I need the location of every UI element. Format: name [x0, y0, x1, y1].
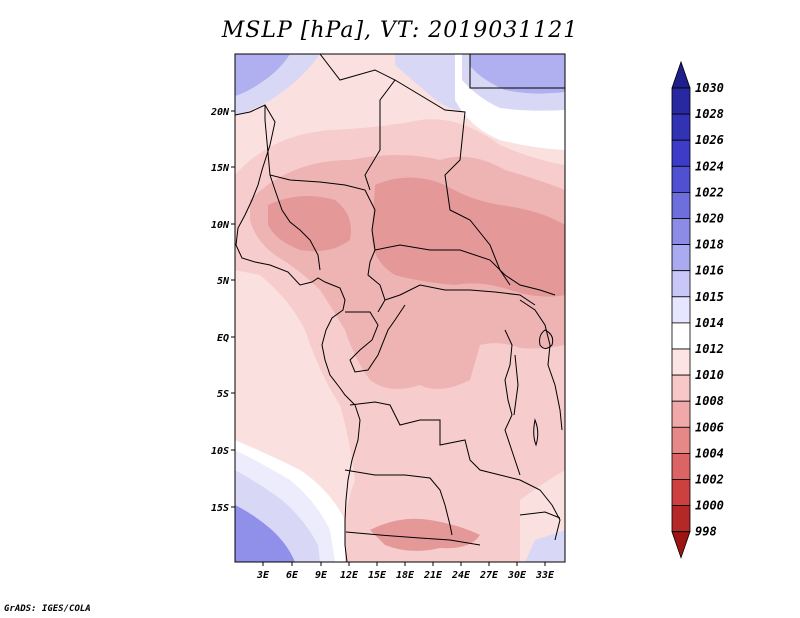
colorbar-level-label: 1000: [695, 499, 724, 513]
pressure-field: [235, 54, 565, 562]
colorbar-level-label: 1012: [695, 342, 724, 356]
colorbar-level-label: 1026: [695, 133, 724, 147]
colorbar-level-label: 1010: [695, 368, 724, 382]
border-namibia: [345, 531, 481, 546]
field-high-nw-inner: [235, 54, 290, 96]
border-benin: [269, 174, 321, 271]
colorbar-level-label: 1020: [695, 212, 724, 226]
borders-coastlines: [235, 54, 565, 562]
coastline-west: [235, 104, 361, 562]
colorbar-level-label: 1030: [695, 81, 724, 95]
colorbar-level-label: 1004: [695, 446, 724, 460]
lon-tick-label: 15E: [368, 570, 387, 581]
colorbar-swatch: [671, 87, 691, 115]
colorbar-level-label: 1014: [695, 316, 724, 330]
colorbar-level-label: 1016: [695, 264, 724, 278]
border-cameroon: [367, 209, 386, 313]
lat-tick-label: 10N: [211, 220, 230, 231]
border-congo: [345, 304, 406, 373]
field-high-n-outer: [395, 54, 470, 112]
lon-tick-label: 30E: [507, 570, 527, 581]
border-south-east: [499, 474, 561, 541]
lat-tick-label: 5S: [217, 389, 229, 400]
border-sahel: [264, 105, 376, 211]
colorbar-level-label: 1008: [695, 394, 724, 408]
lat-tick-label: 5N: [217, 276, 230, 287]
colorbar-swatch: [671, 139, 691, 167]
colorbar-top-arrow: [671, 60, 691, 89]
field-high-ne-inner: [470, 54, 565, 94]
colorbar-level-label: 1006: [695, 420, 724, 434]
colorbar-swatch: [671, 479, 691, 507]
border-great-lakes: [504, 329, 521, 476]
border-north-2: [394, 79, 511, 286]
border-car: [374, 244, 556, 296]
border-north-1: [319, 54, 396, 191]
colorbar-swatch: [671, 296, 691, 324]
field-1008-south: [370, 518, 480, 551]
colorbar-swatch: [671, 505, 691, 533]
lat-tick-label: 20N: [210, 107, 230, 118]
colorbar-swatch: [671, 426, 691, 454]
lat-tick-label: 10S: [211, 446, 229, 457]
colorbar-swatch: [671, 348, 691, 376]
lon-tick-label: 18E: [396, 570, 415, 581]
lake-tanganyika: [513, 354, 519, 416]
colorbar-swatch: [671, 452, 691, 480]
colorbar-swatch: [671, 191, 691, 219]
border-drc-north: [384, 284, 536, 306]
colorbar-swatch: [671, 322, 691, 350]
colorbar-swatch: [671, 218, 691, 246]
colorbar-swatch: [671, 374, 691, 402]
longitude-axis: 3E 6E 9E 12E 15E 18E 21E 24E 27E 30E 33E: [256, 562, 555, 581]
colorbar-swatch: [671, 244, 691, 272]
map-frame: [234, 53, 566, 563]
latitude-axis: 20N 15N 10N 5N EQ 5S 10S 15S: [210, 107, 235, 514]
colorbar-level-label: 1022: [695, 185, 724, 199]
lon-tick-label: 9E: [315, 570, 328, 581]
lon-tick-label: 12E: [340, 570, 359, 581]
chart-title: MSLP [hPa], VT: 2019031121: [221, 18, 579, 43]
lon-tick-label: 3E: [256, 570, 270, 581]
footer-credit: GrADS: IGES/COLA: [4, 604, 91, 614]
lat-tick-label: 15S: [211, 503, 229, 514]
field-1008-west: [268, 196, 351, 252]
lat-tick-label: EQ: [217, 333, 229, 344]
colorbar-bottom-arrow: [671, 531, 691, 559]
border-zambezi: [519, 511, 561, 519]
lake-victoria: [539, 329, 554, 349]
border-east: [519, 299, 563, 431]
colorbar: 1030 1028 1026 1024 1022 1020 1018 1016 1015 1014…: [671, 60, 724, 559]
colorbar-swatch: [671, 270, 691, 298]
colorbar-level-label: 1015: [695, 290, 724, 304]
colorbar-level-label: 1018: [695, 238, 724, 252]
colorbar-level-label: 1024: [695, 159, 724, 173]
field-1008-central: [371, 177, 565, 297]
colorbar-swatch: [671, 165, 691, 193]
colorbar-level-label: 1002: [695, 473, 724, 487]
border-angola-zambia: [344, 469, 453, 536]
lon-tick-label: 27E: [479, 570, 499, 581]
lon-tick-label: 33E: [535, 570, 555, 581]
colorbar-level-label: 1028: [695, 107, 724, 121]
lon-tick-label: 21E: [423, 570, 443, 581]
border-north-3: [469, 54, 565, 89]
colorbar-swatch: [671, 113, 691, 141]
lon-tick-label: 6E: [286, 570, 299, 581]
lat-tick-label: 15N: [211, 163, 230, 174]
lon-tick-label: 24E: [451, 570, 471, 581]
field-high-sw-inner: [235, 505, 295, 562]
colorbar-level-label: 998: [695, 525, 717, 539]
lake-malawi: [533, 418, 539, 447]
colorbar-swatch: [671, 400, 691, 428]
border-angola-drc: [349, 401, 501, 476]
